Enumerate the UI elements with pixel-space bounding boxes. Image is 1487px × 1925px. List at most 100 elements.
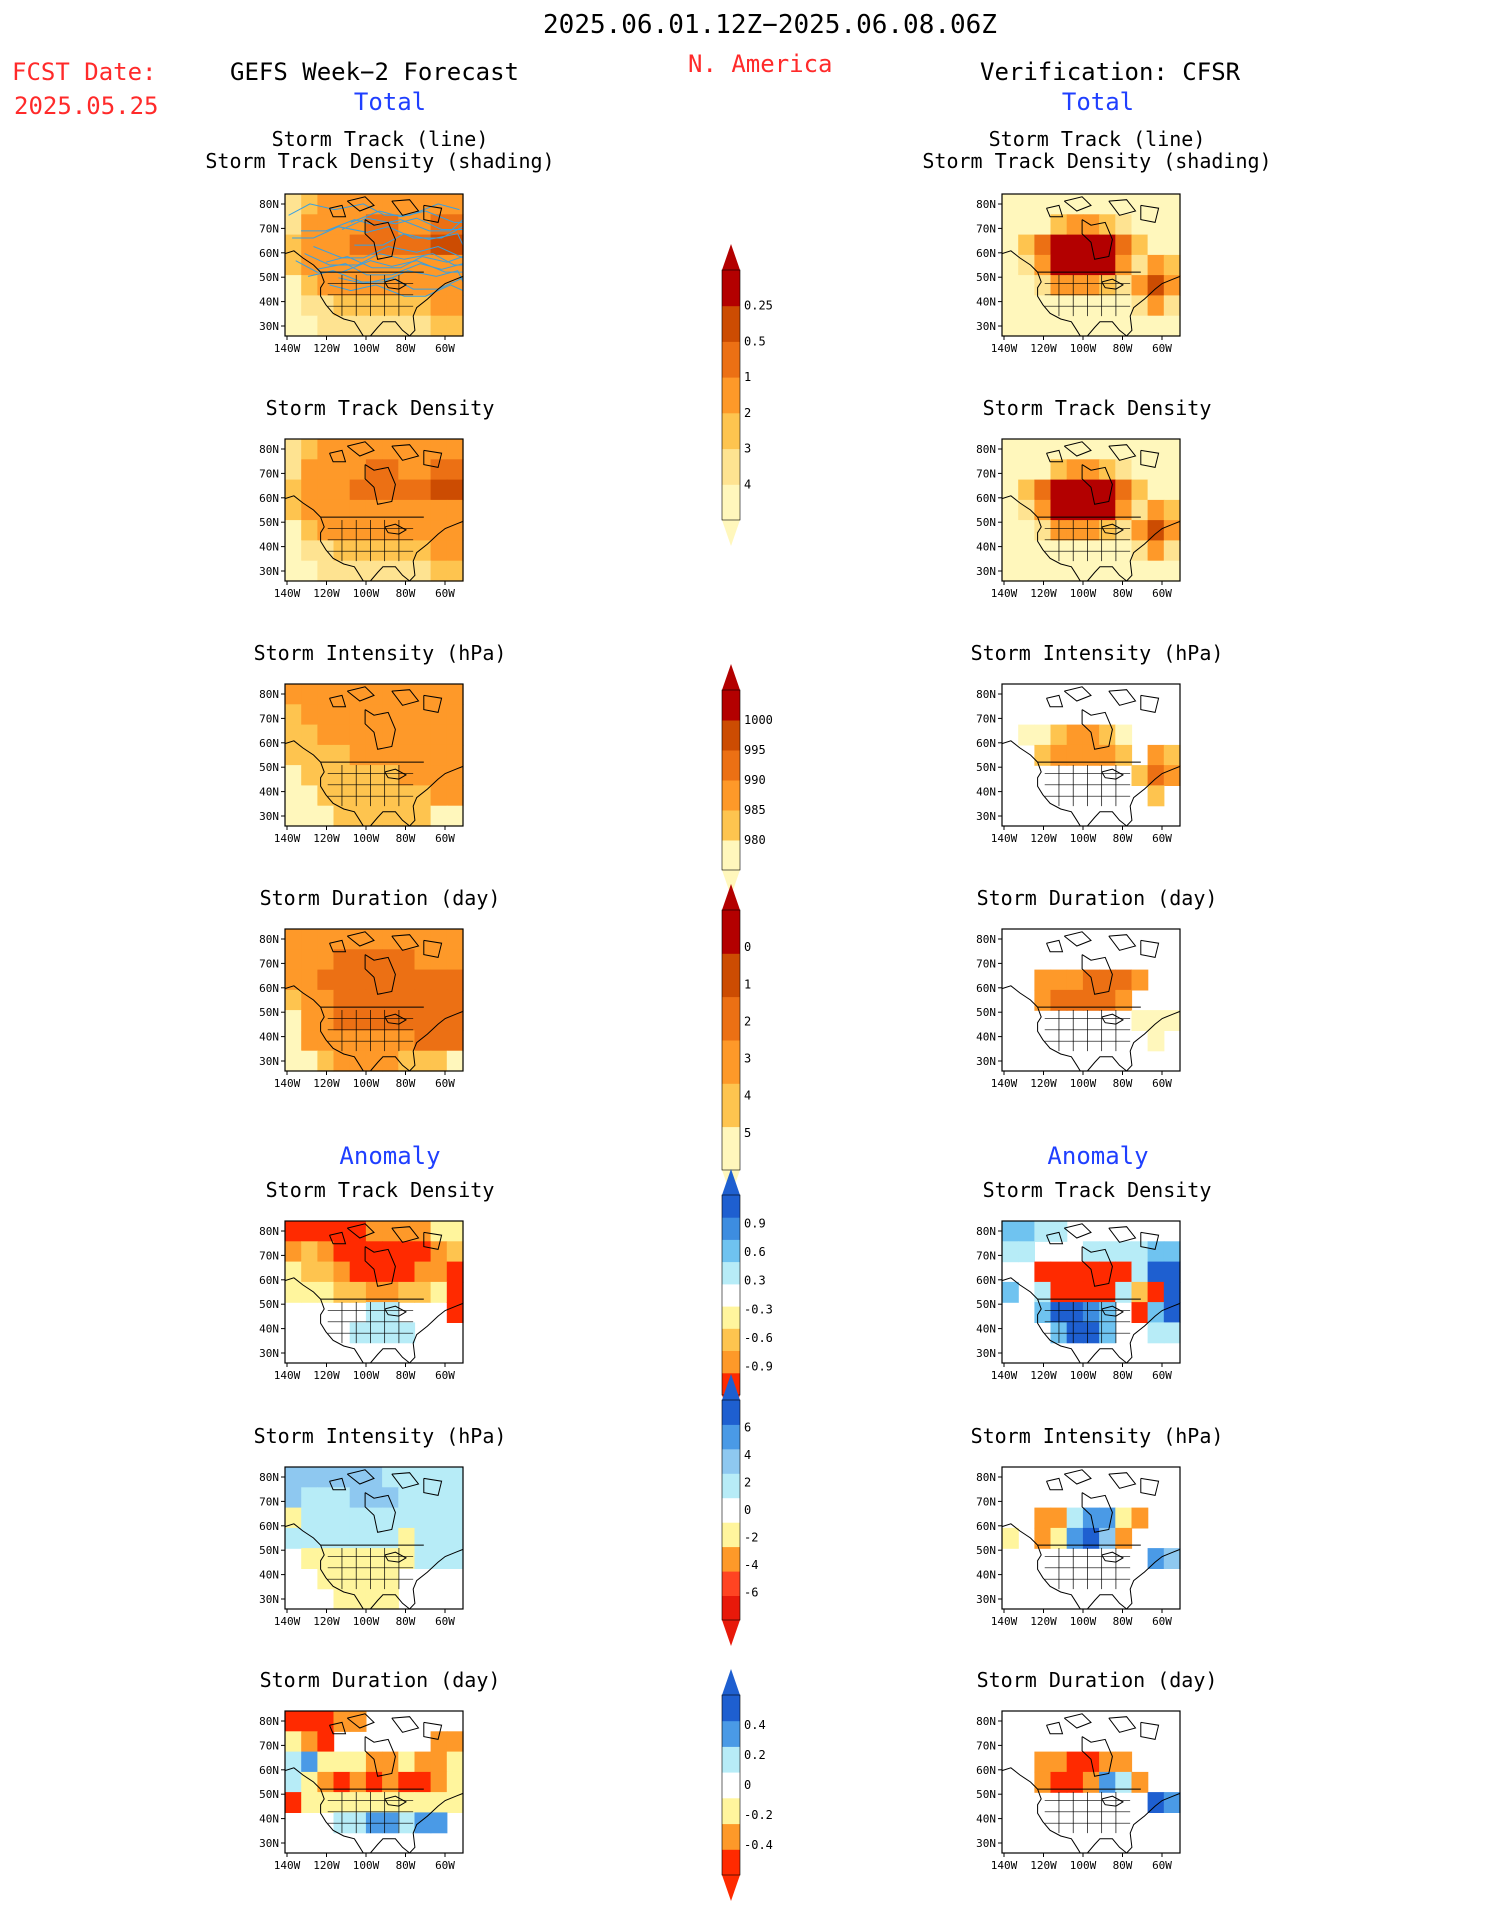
heatmap-cell (430, 315, 448, 337)
heatmap-cell (285, 214, 302, 236)
heatmap-cell (1018, 234, 1035, 256)
colorbar-tick-label: 0.3 (744, 1274, 766, 1288)
heatmap-cell (1082, 275, 1100, 296)
colorbar-tick-label: -6 (744, 1586, 758, 1600)
heatmap-cell (414, 1771, 432, 1793)
heatmap-cell (398, 929, 416, 950)
colorbar-swatch (722, 1328, 740, 1351)
heatmap-cell (398, 989, 416, 1011)
heatmap-cell (1147, 1322, 1165, 1344)
colorbar-swatch (722, 840, 740, 871)
heatmap-cell (349, 989, 367, 1011)
heatmap-cell (1050, 724, 1068, 746)
heatmap-cell (398, 479, 416, 501)
heatmap-cell (446, 234, 464, 256)
heatmap-cell (398, 1548, 416, 1569)
heatmap-cell (1163, 479, 1181, 501)
heatmap-cell (317, 744, 335, 766)
lat-tick-label: 50N (259, 1544, 279, 1557)
heatmap-cell (285, 989, 302, 1011)
heatmap-cell (349, 724, 367, 746)
heatmap-cell (1131, 499, 1149, 521)
map-frame (284, 1710, 464, 1854)
lon-tick-label: 60W (435, 587, 455, 600)
heatmap-cell (430, 439, 448, 460)
arctic-island (1063, 1469, 1092, 1485)
colorbar-tick-label: 0 (744, 1503, 751, 1517)
heatmap-cell (1131, 1010, 1149, 1031)
heatmap-cell (301, 1792, 318, 1813)
heatmap-cell (365, 929, 383, 950)
heatmap-cell (349, 1527, 367, 1549)
heatmap-cell (285, 520, 302, 541)
heatmap-cell (1147, 439, 1165, 460)
heatmap-cell (398, 560, 416, 582)
heatmap-cell (1115, 254, 1133, 276)
verification-map-5: 80N 70N 60N 50N 40N 30N 140W 120W 100W 80W 60W (976, 1466, 1181, 1628)
heatmap-cell (1131, 275, 1149, 296)
colorbar-swatch (722, 953, 740, 998)
heatmap-cell (1002, 1241, 1019, 1263)
heatmap-cell (317, 1548, 335, 1569)
heatmap-cell (1002, 479, 1019, 501)
lon-tick-label: 100W (1070, 1077, 1097, 1090)
lon-tick-label: 100W (353, 342, 380, 355)
lon-tick-label: 140W (991, 832, 1018, 845)
heatmap-cell (446, 1792, 464, 1813)
colorbar-tick-label: 995 (744, 743, 766, 757)
heatmap-cell (317, 315, 335, 337)
lat-tick-label: 80N (259, 198, 279, 211)
heatmap-cell (414, 295, 432, 317)
heatmap-cell (1099, 214, 1116, 236)
colorbar-top-arrow (722, 664, 740, 690)
lat-tick-label: 30N (976, 1837, 996, 1850)
heatmap-cell (414, 949, 432, 971)
heatmap-cell (430, 234, 448, 256)
lon-tick-label: 80W (1113, 1077, 1133, 1090)
heatmap-cell (430, 1812, 448, 1834)
heatmap-cell (301, 765, 318, 786)
heatmap-cell (317, 560, 335, 582)
lon-tick-label: 80W (1113, 342, 1133, 355)
heatmap-cell (285, 254, 302, 276)
heatmap-cell (317, 1010, 335, 1031)
heatmap-cell (398, 1771, 416, 1793)
great-lakes (384, 1013, 408, 1025)
lat-tick-label: 30N (259, 565, 279, 578)
arctic-island (1140, 1231, 1160, 1250)
panel-title: Storm Duration (day) (977, 886, 1218, 910)
arctic-island (1046, 204, 1064, 218)
heatmap-cell (333, 744, 351, 766)
heatmap-cell (1099, 1302, 1116, 1323)
heatmap-cell (317, 949, 335, 971)
heatmap-cell (398, 765, 416, 786)
arctic-island (391, 199, 420, 216)
lon-tick-label: 60W (1152, 587, 1172, 600)
heatmap-cell (430, 1507, 448, 1529)
heatmap-cell (285, 1771, 302, 1793)
heatmap-cell (1050, 194, 1068, 215)
colorbar-tick-label: -0.2 (744, 1808, 773, 1822)
heatmap-cell (301, 1050, 318, 1072)
heatmap-cell (1050, 214, 1068, 236)
heatmap-cell (446, 315, 464, 337)
heatmap-cell (430, 254, 448, 276)
great-lakes (1101, 1795, 1125, 1807)
lon-tick-label: 120W (313, 1077, 340, 1090)
lon-tick-label: 120W (313, 1369, 340, 1382)
heatmap-cell (414, 1241, 432, 1263)
panel-title: Storm Track Density (983, 1178, 1212, 1202)
heatmap-cell (1066, 1281, 1084, 1303)
heatmap-cell (1099, 560, 1116, 582)
heatmap-cell (1099, 1507, 1116, 1529)
lat-tick-label: 60N (976, 1520, 996, 1533)
heatmap-cell (414, 704, 432, 726)
heatmap-cell (301, 234, 318, 256)
colorbar-swatch (722, 377, 740, 414)
heatmap-cell (333, 194, 351, 215)
colorbar-top-arrow (722, 244, 740, 270)
heatmap-cell (1099, 234, 1116, 256)
arctic-island (391, 934, 420, 951)
lat-tick-label: 50N (976, 1006, 996, 1019)
